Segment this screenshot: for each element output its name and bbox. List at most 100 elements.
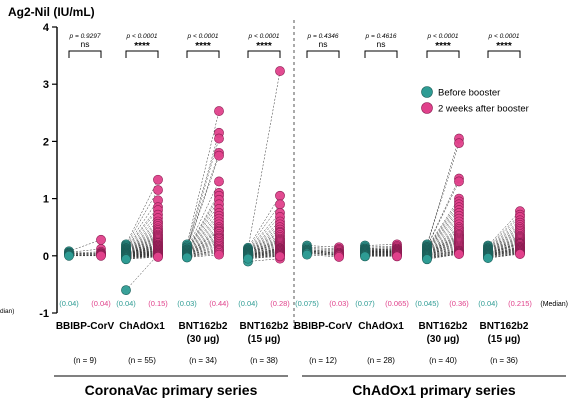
y-axis: -1 0 1 2 3 4: [39, 20, 295, 330]
pair-line: [186, 195, 220, 251]
pair-line: [125, 241, 159, 254]
y-tick-label: 1: [43, 194, 49, 206]
pair-line: [426, 218, 460, 251]
pair-line: [426, 244, 460, 255]
pair-line: [186, 212, 220, 253]
median-after: (0.065): [385, 299, 409, 308]
pair-line: [186, 199, 220, 252]
pair-line: [247, 258, 281, 262]
pair-line: [125, 179, 159, 245]
pair-line: [247, 236, 281, 254]
pair-line: [125, 238, 159, 254]
pair-line: [186, 138, 220, 248]
pair-line: [306, 246, 340, 250]
point-after: [454, 249, 464, 259]
pair-line: [125, 254, 159, 257]
significance-label: ns: [319, 39, 328, 49]
pair-line: [426, 215, 460, 251]
point-after: [214, 133, 224, 144]
group-n: (n = 9): [73, 356, 97, 365]
y-tick-label: -1: [39, 308, 49, 320]
pair-line: [186, 224, 220, 254]
pair-line: [125, 228, 159, 251]
pair-line: [306, 251, 340, 255]
y-tick-label: 0: [43, 251, 49, 263]
group-n: (n = 38): [250, 356, 278, 365]
pair-line: [426, 252, 460, 259]
pair-line: [125, 256, 159, 259]
pair-line: [125, 242, 159, 254]
pair-line: [247, 204, 281, 250]
pair-line: [125, 234, 159, 253]
point-after: [392, 251, 402, 262]
pair-line: [186, 238, 220, 256]
p-value: p < 0.0001: [488, 33, 520, 40]
legend-marker: [421, 86, 433, 98]
pair-line: [487, 249, 521, 255]
group-label-dose: (30 μg): [187, 334, 220, 345]
pair-line: [487, 238, 521, 253]
point-before: [302, 249, 312, 260]
pair-line: [125, 200, 159, 247]
point-before: [64, 250, 74, 261]
pair-line: [306, 249, 340, 253]
pair-line: [426, 239, 460, 254]
pair-line: [426, 230, 460, 253]
group-n: (n = 34): [189, 356, 217, 365]
pair-line: [487, 247, 521, 255]
pair-line: [306, 253, 340, 257]
median-before: (0.045): [415, 299, 439, 308]
pair-line: [125, 253, 159, 257]
pair-line: [186, 208, 220, 252]
pair-line: [125, 237, 159, 253]
p-value: p < 0.0001: [248, 33, 280, 40]
pair-line: [426, 246, 460, 255]
point-after: [275, 251, 285, 262]
pair-line: [247, 250, 281, 256]
pair-line: [426, 232, 460, 253]
pair-line: [487, 252, 521, 257]
significance-bracket: [125, 50, 159, 58]
pair-line: [186, 192, 220, 251]
pair-line: [125, 231, 159, 252]
pair-line: [125, 209, 159, 249]
pair-line: [186, 237, 220, 255]
pair-line: [364, 244, 398, 246]
group-n: (n = 55): [128, 356, 156, 365]
point-after: [96, 234, 106, 245]
point-after: [153, 174, 163, 185]
pair-line: [186, 152, 220, 248]
pair-line: [186, 132, 220, 247]
group-label: BBIBP-CorV: [56, 321, 115, 332]
significance-label: ns: [377, 39, 386, 49]
legend-label: Before booster: [438, 88, 500, 99]
pair-line: [247, 195, 281, 248]
pair-line: [186, 230, 220, 255]
pair-line: [186, 231, 220, 255]
group-label-dose: (30 μg): [427, 334, 460, 345]
pair-line: [125, 255, 159, 259]
median-after: (0.28): [270, 299, 290, 308]
pair-line: [487, 253, 521, 258]
pair-line: [125, 240, 159, 254]
pair-line: [487, 250, 521, 256]
pair-line: [125, 248, 159, 255]
pair-line: [306, 245, 340, 248]
point-before: [422, 254, 432, 265]
pair-line: [487, 211, 521, 246]
pair-line: [364, 248, 398, 250]
median-before: (0.04): [59, 299, 79, 308]
pair-line: [426, 253, 460, 260]
point-after: [214, 249, 224, 260]
pair-line: [426, 240, 460, 255]
pair-line: [68, 251, 102, 254]
pair-line: [426, 234, 460, 254]
p-value: p < 0.0001: [126, 33, 158, 40]
p-value: p = 0.4346: [307, 33, 339, 40]
pair-line: [487, 240, 521, 253]
pair-line: [125, 232, 159, 253]
pair-line: [125, 235, 159, 253]
legend-label: 2 weeks after booster: [438, 104, 529, 115]
p-value: p = 0.9297: [69, 33, 101, 40]
pair-line: [125, 256, 159, 260]
